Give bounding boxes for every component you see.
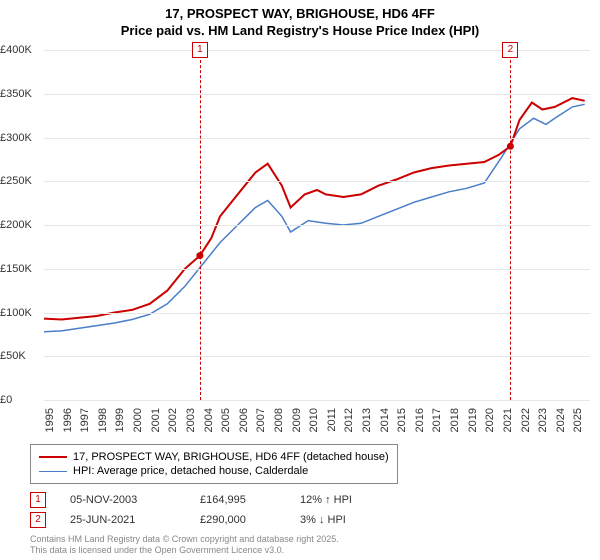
event-id-box: 2 — [30, 512, 46, 528]
legend-swatch — [39, 471, 67, 472]
gridline-h — [44, 269, 590, 270]
y-tick-label: £200K — [0, 219, 42, 231]
x-tick-label: 2023 — [537, 408, 549, 432]
legend-label: HPI: Average price, detached house, Cald… — [73, 465, 308, 477]
gridline-h — [44, 225, 590, 226]
x-tick-label: 2024 — [555, 408, 567, 432]
x-tick-label: 2015 — [396, 408, 408, 432]
event-marker: 1 — [192, 42, 208, 58]
event-delta: 3% ↓ HPI — [300, 514, 400, 526]
event-delta: 12% ↑ HPI — [300, 494, 400, 506]
legend-item: 17, PROSPECT WAY, BRIGHOUSE, HD6 4FF (de… — [39, 451, 389, 463]
gridline-h — [44, 356, 590, 357]
x-tick-label: 2019 — [467, 408, 479, 432]
legend-swatch — [39, 456, 67, 458]
title-line-1: 17, PROSPECT WAY, BRIGHOUSE, HD6 4FF — [0, 6, 600, 23]
x-tick-label: 2021 — [502, 408, 514, 432]
event-price: £290,000 — [200, 514, 300, 526]
title-line-2: Price paid vs. HM Land Registry's House … — [0, 23, 600, 40]
x-tick-label: 2004 — [203, 408, 215, 432]
x-tick-label: 2005 — [220, 408, 232, 432]
gridline-h — [44, 181, 590, 182]
x-tick-label: 1999 — [114, 408, 126, 432]
x-tick-label: 2022 — [520, 408, 532, 432]
legend-label: 17, PROSPECT WAY, BRIGHOUSE, HD6 4FF (de… — [73, 451, 389, 463]
gridline-h — [44, 313, 590, 314]
footer-note: Contains HM Land Registry data © Crown c… — [30, 534, 339, 556]
x-tick-label: 1997 — [79, 408, 91, 432]
x-tick-label: 2014 — [379, 408, 391, 432]
x-tick-label: 2009 — [291, 408, 303, 432]
x-tick-label: 2017 — [431, 408, 443, 432]
x-tick-label: 2007 — [255, 408, 267, 432]
x-tick-label: 2002 — [167, 408, 179, 432]
y-tick-label: £300K — [0, 132, 42, 144]
y-tick-label: £50K — [0, 350, 42, 362]
y-tick-label: £350K — [0, 88, 42, 100]
x-tick-label: 2013 — [361, 408, 373, 432]
event-price: £164,995 — [200, 494, 300, 506]
x-tick-label: 2010 — [308, 408, 320, 432]
chart-container: 17, PROSPECT WAY, BRIGHOUSE, HD6 4FF Pri… — [0, 0, 600, 560]
legend-item: HPI: Average price, detached house, Cald… — [39, 465, 389, 477]
x-tick-label: 2006 — [238, 408, 250, 432]
y-tick-label: £250K — [0, 175, 42, 187]
legend: 17, PROSPECT WAY, BRIGHOUSE, HD6 4FF (de… — [30, 444, 398, 484]
gridline-h — [44, 94, 590, 95]
x-tick-label: 2011 — [326, 408, 338, 432]
event-id-box: 1 — [30, 492, 46, 508]
event-line — [510, 50, 511, 400]
event-date: 05-NOV-2003 — [70, 494, 200, 506]
gridline-h — [44, 138, 590, 139]
chart-title: 17, PROSPECT WAY, BRIGHOUSE, HD6 4FF Pri… — [0, 0, 600, 40]
x-tick-label: 1998 — [97, 408, 109, 432]
events-table: 1 05-NOV-2003£164,99512% ↑ HPI 2 25-JUN-202… — [30, 492, 400, 532]
y-tick-label: £150K — [0, 263, 42, 275]
footer-line-2: This data is licensed under the Open Gov… — [30, 545, 339, 556]
x-tick-label: 2003 — [185, 408, 197, 432]
x-tick-label: 2012 — [343, 408, 355, 432]
x-tick-label: 2016 — [414, 408, 426, 432]
footer-line-1: Contains HM Land Registry data © Crown c… — [30, 534, 339, 545]
x-tick-label: 2008 — [273, 408, 285, 432]
event-date: 25-JUN-2021 — [70, 514, 200, 526]
series-line — [44, 98, 585, 319]
y-tick-label: £0 — [0, 394, 42, 406]
x-tick-label: 2025 — [572, 408, 584, 432]
x-tick-label: 2020 — [484, 408, 496, 432]
x-tick-label: 1995 — [44, 408, 56, 432]
x-tick-label: 2000 — [132, 408, 144, 432]
event-line — [200, 50, 201, 400]
x-axis-labels: 1995 1996 1997 1998 1999 2000 2001 2002 2003 2004… — [44, 404, 590, 444]
y-tick-label: £400K — [0, 44, 42, 56]
x-tick-label: 2018 — [449, 408, 461, 432]
gridline-h — [44, 400, 590, 401]
x-tick-label: 2001 — [150, 408, 162, 432]
x-tick-label: 1996 — [62, 408, 74, 432]
y-tick-label: £100K — [0, 307, 42, 319]
event-row: 2 25-JUN-2021£290,0003% ↓ HPI — [30, 512, 400, 528]
event-row: 1 05-NOV-2003£164,99512% ↑ HPI — [30, 492, 400, 508]
event-marker: 2 — [502, 42, 518, 58]
plot-area: £0£50K£100K£150K£200K£250K£300K£350K£400… — [44, 50, 590, 401]
